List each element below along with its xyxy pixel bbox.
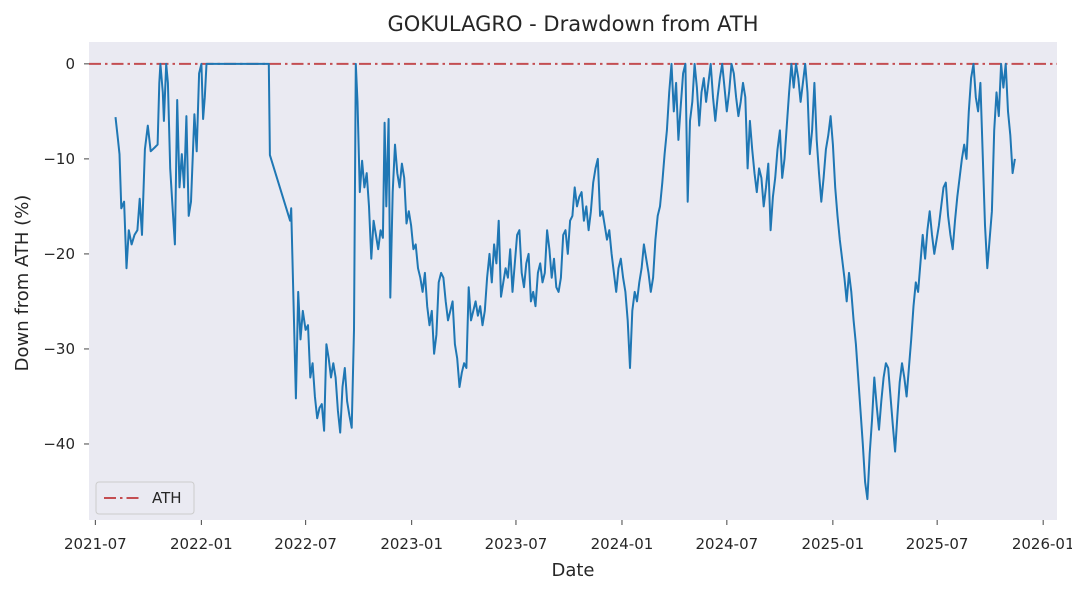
x-tick-label: 2023-01	[380, 535, 443, 553]
x-tick-label: 2026-01	[1012, 535, 1072, 553]
y-axis-label: Down from ATH (%)	[12, 195, 33, 372]
y-tick-label: −10	[43, 150, 75, 168]
y-tick-label: −30	[43, 340, 75, 358]
y-tick-label: 0	[65, 55, 75, 73]
legend-box	[95, 481, 195, 515]
chart-title: GOKULAGRO - Drawdown from ATH	[388, 12, 759, 36]
y-tick-label: −20	[43, 245, 75, 263]
x-tick-label: 2022-07	[274, 535, 337, 553]
y-tick-label: −40	[43, 435, 75, 453]
x-tick-label: 2025-07	[906, 535, 969, 553]
x-tick-label: 2022-01	[170, 535, 233, 553]
x-tick-label: 2024-01	[591, 535, 654, 553]
legend-ath-label: ATH	[152, 489, 182, 507]
x-tick-label: 2021-07	[64, 535, 127, 553]
y-axis-ticks: 0 −10 −20 −30 −40	[43, 55, 89, 453]
x-tick-label: 2023-07	[485, 535, 548, 553]
legend: ATH	[95, 481, 195, 515]
plot-area	[89, 42, 1057, 520]
x-axis-label: Date	[551, 560, 594, 581]
x-axis-ticks: 2021-07 2022-01 2022-07 2023-01 2023-07 2024-…	[64, 520, 1072, 553]
drawdown-series-line	[114, 62, 1016, 501]
x-tick-label: 2024-07	[695, 535, 758, 553]
x-tick-label: 2025-01	[802, 535, 865, 553]
